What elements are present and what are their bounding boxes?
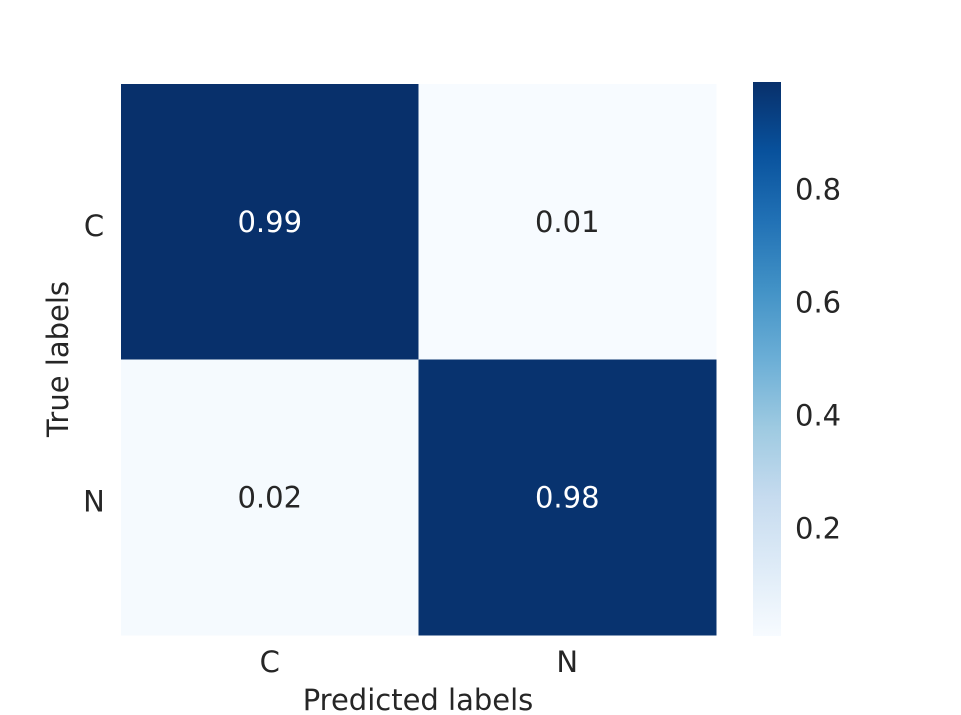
colorbar-tick-labels: 0.2 0.4 0.6 0.8 — [795, 172, 841, 545]
colorbar-tick-label: 0.4 — [795, 399, 841, 433]
heatmap-cell-c-c — [121, 84, 419, 360]
heatmap-cell-c-n — [418, 84, 717, 360]
x-tick-label: N — [556, 645, 578, 679]
cell-annotation: 0.98 — [535, 480, 600, 514]
cell-annotation: 0.99 — [237, 205, 302, 239]
colorbar-tick-label: 0.2 — [795, 512, 841, 546]
x-tick-label: C — [260, 645, 280, 679]
y-tick-label: N — [83, 484, 105, 518]
cell-annotation: 0.01 — [535, 205, 600, 239]
colorbar — [753, 82, 781, 636]
y-tick-labels: CN — [83, 209, 105, 519]
colorbar-tick-label: 0.6 — [795, 285, 841, 319]
heatmap-cell-n-c — [121, 359, 419, 636]
heatmap-cell-n-n — [418, 359, 717, 636]
cell-annotations: 0.99 0.01 0.02 0.98 — [237, 205, 599, 515]
colorbar-tick-label: 0.8 — [795, 172, 841, 206]
y-axis-label: True labels — [41, 281, 75, 438]
x-axis-label: Predicted labels — [303, 683, 534, 715]
cell-annotation: 0.02 — [237, 480, 302, 514]
heatmap-cells — [121, 84, 717, 636]
y-tick-label: C — [84, 209, 104, 243]
